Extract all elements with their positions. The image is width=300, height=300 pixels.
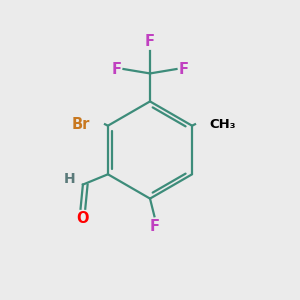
Text: F: F [111,61,121,76]
Text: Br: Br [72,117,90,132]
Text: CH₃: CH₃ [210,118,236,131]
Text: F: F [145,34,155,49]
Text: O: O [76,211,89,226]
Text: F: F [149,219,159,234]
Text: H: H [64,172,76,186]
Text: F: F [179,61,189,76]
